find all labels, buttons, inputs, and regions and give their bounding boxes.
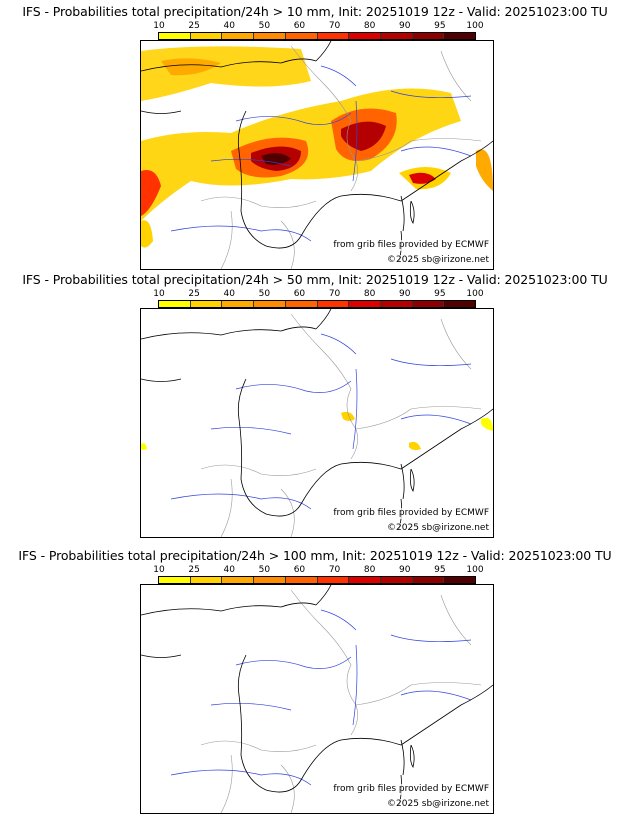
map-graphic <box>141 309 493 537</box>
scale-swatch <box>444 301 476 307</box>
scale-tick-label: 95 <box>434 21 446 31</box>
copyright-notice: ©2025 sb@irizone.net <box>387 799 489 810</box>
scale-swatch <box>159 577 191 583</box>
scale-swatch <box>190 33 223 39</box>
scale-tick-label: 60 <box>293 565 306 575</box>
scale-swatch <box>159 33 191 39</box>
scale-tick-label: 95 <box>434 565 446 575</box>
scale-tick-label: 40 <box>223 289 235 299</box>
scale-swatch <box>380 577 413 583</box>
scale-tick-label: 40 <box>223 565 235 575</box>
precip-shading <box>141 411 493 451</box>
coastline <box>141 585 493 806</box>
probability-color-scale: 10 25 40 50 60 70 80 90 95 100 <box>153 565 484 591</box>
panel-title: IFS - Probabilities total precipitation/… <box>22 272 608 287</box>
scale-swatch <box>222 577 255 583</box>
probability-color-scale: 10 25 40 50 60 70 80 90 95 100 <box>153 21 484 47</box>
scale-tick-label: 50 <box>258 21 271 31</box>
data-source-credit: from grib files provided by ECMWF <box>333 784 489 795</box>
panel-title: IFS - Probabilities total precipitation/… <box>22 4 608 19</box>
data-source-credit: from grib files provided by ECMWF <box>333 508 489 519</box>
scale-tick-label: 40 <box>223 21 235 31</box>
scale-swatch <box>349 301 381 307</box>
scale-swatch <box>412 301 445 307</box>
scale-swatches <box>158 300 476 308</box>
precipitation-map: from grib files provided by ECMWF ©2025 … <box>140 40 494 270</box>
precip-shading <box>141 46 493 248</box>
scale-tick-label: 90 <box>399 565 411 575</box>
scale-swatch <box>380 301 413 307</box>
scale-tick-label: 10 <box>153 21 165 31</box>
scale-swatch <box>285 33 318 39</box>
scale-tick-label: 50 <box>258 289 271 299</box>
scale-swatch <box>317 33 350 39</box>
scale-swatch <box>254 33 286 39</box>
scale-swatch <box>317 577 350 583</box>
scale-tick-label: 100 <box>466 289 484 299</box>
rivers <box>170 65 472 242</box>
map-panel-10mm: IFS - Probabilities total precipitation/… <box>0 5 630 275</box>
scale-swatch <box>412 33 445 39</box>
scale-swatch <box>444 33 476 39</box>
scale-swatch <box>222 33 255 39</box>
scale-swatches <box>158 32 476 40</box>
map-panel-50mm: IFS - Probabilities total precipitation/… <box>0 273 630 543</box>
scale-swatch <box>159 301 191 307</box>
scale-tick-label: 10 <box>153 565 165 575</box>
scale-swatch <box>254 577 286 583</box>
country-borders <box>200 45 482 269</box>
map-graphic <box>141 585 493 813</box>
scale-tick-label: 60 <box>293 21 306 31</box>
scale-swatches <box>158 576 476 584</box>
scale-tick-label: 25 <box>188 289 200 299</box>
map-graphic <box>141 41 493 269</box>
probability-color-scale: 10 25 40 50 60 70 80 90 95 100 <box>153 289 484 315</box>
scale-tick-label: 90 <box>399 21 411 31</box>
map-panel-100mm: IFS - Probabilities total precipitation/… <box>0 549 630 819</box>
scale-tick-label: 90 <box>399 289 411 299</box>
scale-swatch <box>349 577 381 583</box>
rivers <box>170 609 472 786</box>
data-source-credit: from grib files provided by ECMWF <box>333 240 489 251</box>
scale-tick-label: 70 <box>328 289 341 299</box>
scale-tick-label: 80 <box>363 565 376 575</box>
scale-swatch <box>412 577 445 583</box>
scale-tick-label: 25 <box>188 565 200 575</box>
scale-swatch <box>254 301 286 307</box>
scale-tick-label: 70 <box>328 565 341 575</box>
copyright-notice: ©2025 sb@irizone.net <box>387 255 489 266</box>
scale-tick-label: 100 <box>466 21 484 31</box>
scale-swatch <box>285 577 318 583</box>
scale-swatch <box>285 301 318 307</box>
scale-swatch <box>444 577 476 583</box>
scale-tick-label: 100 <box>466 565 484 575</box>
scale-swatch <box>190 577 223 583</box>
scale-swatch <box>190 301 223 307</box>
scale-tick-label: 50 <box>258 565 271 575</box>
scale-swatch <box>222 301 255 307</box>
scale-tick-label: 95 <box>434 289 446 299</box>
scale-tick-label: 80 <box>363 289 376 299</box>
scale-tick-label: 25 <box>188 21 200 31</box>
scale-swatch <box>317 301 350 307</box>
panel-title: IFS - Probabilities total precipitation/… <box>18 548 612 563</box>
country-borders <box>200 589 482 813</box>
copyright-notice: ©2025 sb@irizone.net <box>387 523 489 534</box>
scale-tick-label: 60 <box>293 289 306 299</box>
rivers <box>170 333 472 510</box>
country-borders <box>200 313 482 537</box>
coastline <box>141 41 493 262</box>
scale-tick-label: 70 <box>328 21 341 31</box>
precipitation-map: from grib files provided by ECMWF ©2025 … <box>140 308 494 538</box>
scale-tick-label: 10 <box>153 289 165 299</box>
scale-tick-label: 80 <box>363 21 376 31</box>
scale-swatch <box>380 33 413 39</box>
precipitation-map: from grib files provided by ECMWF ©2025 … <box>140 584 494 814</box>
scale-swatch <box>349 33 381 39</box>
coastline <box>141 309 493 530</box>
